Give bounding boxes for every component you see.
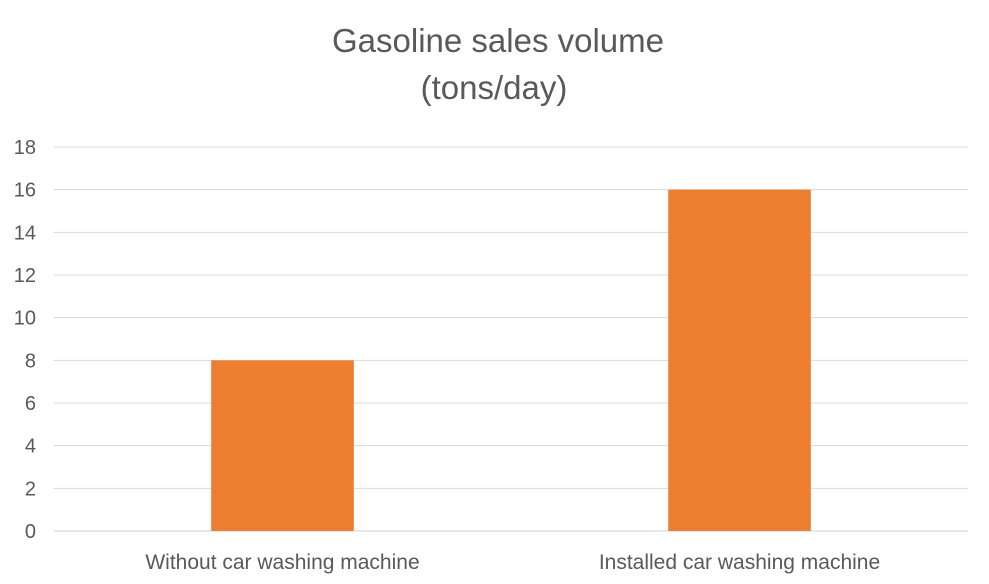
bar-installed-car-washing-machine xyxy=(668,189,811,531)
y-tick-label: 16 xyxy=(14,180,36,202)
y-tick-label: 18 xyxy=(14,137,36,159)
y-tick-label: 4 xyxy=(25,436,36,458)
y-tick-label: 0 xyxy=(25,521,36,543)
chart-title-line-2: (tons/day) xyxy=(421,69,568,106)
y-tick-label: 12 xyxy=(14,265,36,287)
chart-title: Gasoline sales volume (tons/day) xyxy=(332,22,664,106)
gridlines xyxy=(54,146,968,532)
y-tick-label: 2 xyxy=(25,478,36,500)
y-tick-label: 8 xyxy=(25,350,36,372)
x-axis-category-labels: Without car washing machine Installed car… xyxy=(145,551,880,574)
y-axis-tick-labels: 0 2 4 6 8 10 12 14 16 18 xyxy=(14,137,36,543)
y-tick-label: 10 xyxy=(14,308,36,330)
bars xyxy=(211,189,811,531)
y-tick-label: 6 xyxy=(25,393,36,415)
x-category-label: Without car washing machine xyxy=(145,551,419,574)
chart-title-line-1: Gasoline sales volume xyxy=(332,22,664,59)
bar-without-car-washing-machine xyxy=(211,360,354,531)
y-tick-label: 14 xyxy=(14,222,36,244)
x-category-label: Installed car washing machine xyxy=(599,551,880,574)
